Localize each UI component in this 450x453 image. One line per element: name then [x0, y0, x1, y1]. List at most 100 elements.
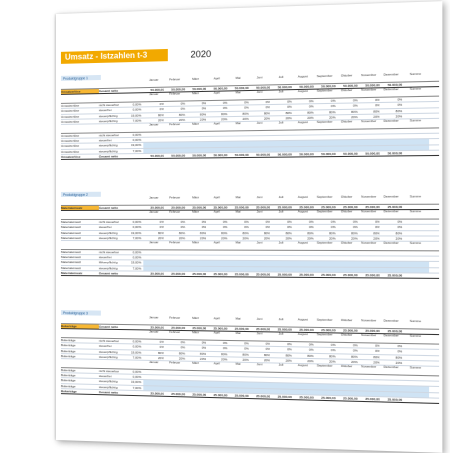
table-cell[interactable]: 25.000,00	[164, 271, 185, 275]
table-cell[interactable]	[358, 146, 380, 151]
table-cell[interactable]	[292, 256, 314, 260]
table-cell[interactable]: 0%	[249, 220, 270, 224]
table-cell[interactable]: 50.000,00	[358, 83, 380, 88]
table-cell[interactable]: 0%	[358, 225, 380, 229]
table-cell[interactable]: 50.000,00	[185, 87, 206, 92]
table-cell[interactable]	[206, 261, 227, 265]
table-cell[interactable]: 0%	[358, 343, 380, 348]
table-cell[interactable]	[358, 375, 380, 380]
table-cell[interactable]: 20%	[336, 359, 358, 364]
table-cell[interactable]	[270, 256, 292, 260]
table-cell[interactable]	[227, 251, 248, 255]
table-cell[interactable]: 50.000,00	[143, 88, 164, 93]
table-cell[interactable]	[336, 385, 358, 390]
table-cell[interactable]: 0%	[314, 220, 336, 224]
table-cell[interactable]: 0%	[270, 220, 292, 224]
table-cell[interactable]: 50.000,00	[164, 153, 185, 157]
table-cell[interactable]	[164, 370, 185, 375]
table-cell[interactable]	[314, 146, 336, 151]
table-cell[interactable]: 25.000,00	[249, 327, 270, 332]
table-cell[interactable]: 25.000,00	[358, 396, 380, 401]
table-cell[interactable]	[358, 385, 380, 390]
table-cell[interactable]: 0%	[380, 225, 402, 229]
table-cell[interactable]: 25.000,00	[336, 273, 358, 278]
table-cell[interactable]: 80%	[292, 110, 314, 115]
table-cell[interactable]	[206, 131, 227, 136]
table-cell[interactable]	[380, 381, 402, 386]
table-cell[interactable]	[314, 141, 336, 146]
table-cell[interactable]	[164, 256, 185, 260]
table-cell[interactable]: 25.000,00	[185, 206, 206, 210]
table-cell[interactable]: 25.000,00	[227, 393, 248, 398]
table-cell[interactable]	[358, 380, 380, 385]
table-cell[interactable]: 0%	[358, 98, 380, 103]
table-cell[interactable]: 20%	[143, 236, 164, 240]
table-cell[interactable]	[164, 137, 185, 142]
table-cell[interactable]: 20%	[249, 236, 270, 240]
table-cell[interactable]: 50.000,00	[249, 85, 270, 90]
table-cell[interactable]	[143, 261, 164, 265]
table-cell[interactable]: 0%	[164, 345, 185, 350]
table-cell[interactable]: 20%	[164, 356, 185, 361]
table-cell[interactable]	[185, 256, 206, 260]
table-cell[interactable]	[249, 147, 270, 152]
table-cell[interactable]: 25.000,00	[270, 327, 292, 332]
table-cell[interactable]	[249, 388, 270, 393]
table-cell[interactable]	[185, 261, 206, 265]
table-cell[interactable]: 80%	[358, 354, 380, 359]
table-cell[interactable]: 20%	[249, 358, 270, 363]
table-cell[interactable]: 0%	[185, 220, 206, 224]
table-cell[interactable]: 20%	[164, 118, 185, 123]
table-cell[interactable]: 0%	[164, 225, 185, 229]
table-cell[interactable]: 20%	[185, 236, 206, 240]
table-cell[interactable]	[292, 251, 314, 255]
table-cell[interactable]: 0%	[336, 343, 358, 348]
table-cell[interactable]: 50.000,00	[380, 83, 402, 88]
table-cell[interactable]	[292, 130, 314, 135]
table-cell[interactable]: 0%	[336, 225, 358, 229]
table-cell[interactable]	[249, 267, 270, 271]
table-cell[interactable]	[164, 266, 185, 270]
table-cell[interactable]	[380, 134, 402, 139]
table-cell[interactable]: 0%	[270, 342, 292, 347]
table-cell[interactable]: 50.000,00	[164, 87, 185, 92]
table-cell[interactable]	[249, 142, 270, 147]
table-cell[interactable]: 50.000,00	[314, 152, 336, 157]
table-cell[interactable]	[206, 137, 227, 142]
table-cell[interactable]	[227, 388, 248, 393]
table-cell[interactable]	[249, 256, 270, 260]
table-cell[interactable]	[143, 148, 164, 152]
table-cell[interactable]	[380, 391, 402, 396]
table-cell[interactable]: 25.000,00	[206, 205, 227, 209]
table-cell[interactable]: 20%	[164, 236, 185, 240]
table-cell[interactable]: 80%	[270, 353, 292, 358]
table-cell[interactable]	[206, 382, 227, 387]
table-cell[interactable]: 0%	[164, 220, 185, 224]
table-cell[interactable]	[249, 378, 270, 383]
table-cell[interactable]	[270, 261, 292, 265]
table-cell[interactable]: 0%	[336, 220, 358, 224]
table-cell[interactable]: 20%	[292, 236, 314, 240]
table-cell[interactable]	[185, 148, 206, 153]
table-cell[interactable]	[249, 251, 270, 255]
table-cell[interactable]	[249, 383, 270, 388]
table-cell[interactable]	[227, 377, 248, 382]
table-cell[interactable]	[314, 384, 336, 389]
table-cell[interactable]	[143, 132, 164, 137]
table-cell[interactable]	[206, 142, 227, 147]
table-cell[interactable]	[227, 256, 248, 260]
table-cell[interactable]: 25.000,00	[227, 327, 248, 332]
table-cell[interactable]: 25.000,00	[380, 273, 402, 278]
table-cell[interactable]: 0%	[164, 102, 185, 107]
table-cell[interactable]: 0%	[185, 225, 206, 229]
table-cell[interactable]: 0%	[314, 348, 336, 353]
table-cell[interactable]	[292, 146, 314, 151]
table-cell[interactable]	[206, 256, 227, 260]
table-cell[interactable]	[206, 147, 227, 152]
table-cell[interactable]: 50.000,00	[292, 84, 314, 89]
table-cell[interactable]: 0%	[358, 103, 380, 108]
table-cell[interactable]: 0%	[292, 342, 314, 347]
table-cell[interactable]	[206, 250, 227, 254]
table-cell[interactable]: 25.000,00	[358, 273, 380, 278]
table-cell[interactable]: 0%	[358, 220, 380, 224]
